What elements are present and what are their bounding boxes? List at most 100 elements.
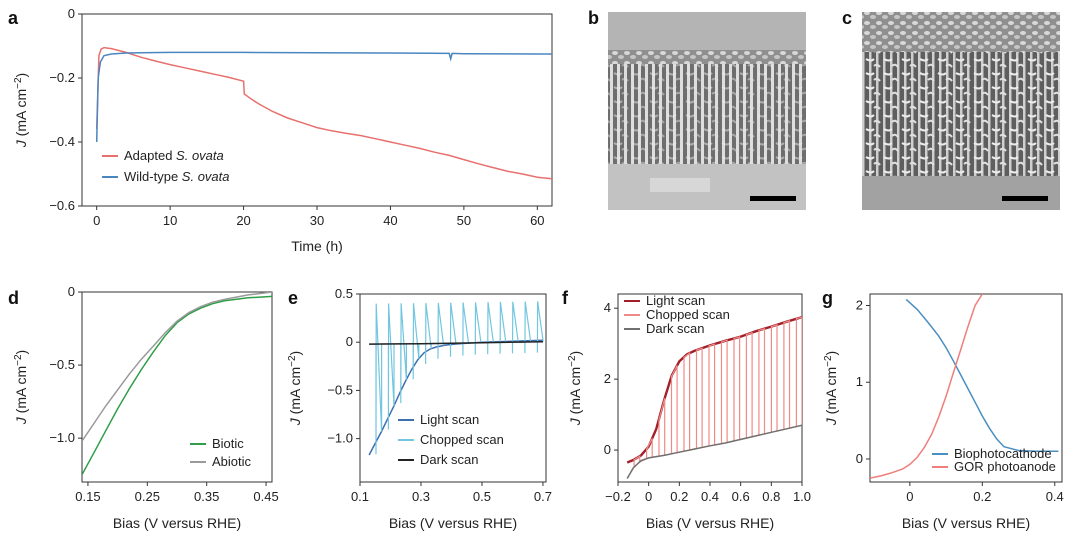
x-tick-label-a: 40 xyxy=(383,213,397,228)
y-tick-label-a: 0 xyxy=(68,6,75,21)
x-axis-label-d: Bias (V versus RHE) xyxy=(113,515,241,531)
legend-label-g: Biophotocathode xyxy=(954,446,1052,461)
y-tick-label-d: −0.5 xyxy=(49,357,75,372)
scale-bar-b xyxy=(750,196,796,201)
series-d-abiotic xyxy=(82,292,272,442)
x-axis-label-g: Bias (V versus RHE) xyxy=(902,515,1030,531)
legend-d: Biotic Abiotic xyxy=(190,436,252,469)
x-tick-label-d: 0.35 xyxy=(194,489,219,504)
x-tick-label-e: 0.7 xyxy=(534,489,552,504)
x-tick-label-a: 50 xyxy=(457,213,471,228)
series-g-gor-photoanode xyxy=(870,294,983,479)
sem-image-c xyxy=(862,12,1060,210)
y-tick-label-e: 0.5 xyxy=(335,286,353,301)
x-tick-label-g: 0.2 xyxy=(973,489,991,504)
y-axis-label-e: J (mA cm−2) xyxy=(287,351,304,426)
legend-a: Adapted S. ovata Wild-type S. ovata xyxy=(102,148,230,184)
y-tick-label-a: −0.6 xyxy=(49,198,75,213)
plot-frame-d xyxy=(81,291,273,483)
chart-e: 0.1 0.3 0.5 0.7 0.5 0 −0.5 −1.0 Bias (V versus R… xyxy=(287,286,552,531)
panel-letter-f: f xyxy=(562,288,569,308)
y-tick-label-f: 2 xyxy=(604,371,611,386)
y-tick-label-f: 0 xyxy=(604,442,611,457)
y-tick-label-e: 0 xyxy=(346,334,353,349)
y-tick-label-d: −1.0 xyxy=(49,430,75,445)
legend-label-f: Light scan xyxy=(646,293,705,308)
series-a-adapted- xyxy=(95,46,552,180)
series-group-d xyxy=(82,292,272,476)
x-tick-label-g: 0.4 xyxy=(1046,489,1064,504)
panel-letter-b: b xyxy=(588,8,599,28)
y-tick-label-g: 2 xyxy=(856,298,863,313)
y-axis-label-f: J (mA cm−2) xyxy=(567,351,584,426)
y-axis-label-d: J (mA cm−2) xyxy=(13,350,30,425)
chart-g: 0 0.2 0.4 0 1 2 Bias (V versus RHE) J (mA cm−2)… xyxy=(823,293,1064,531)
plot-frame-g xyxy=(869,293,1063,483)
y-tick-label-g: 0 xyxy=(856,451,863,466)
series-group-a xyxy=(95,46,552,180)
x-tick-label-g: 0 xyxy=(906,489,913,504)
x-axis-label-f: Bias (V versus RHE) xyxy=(646,515,774,531)
panel-letter-e: e xyxy=(288,288,298,308)
x-tick-label-a: 10 xyxy=(163,213,177,228)
x-tick-label-d: 0.15 xyxy=(75,489,100,504)
panel-letter-g: g xyxy=(822,288,833,308)
y-tick-label-a: −0.2 xyxy=(49,70,75,85)
x-tick-label-d: 0.25 xyxy=(135,489,160,504)
x-tick-label-f: 0.8 xyxy=(762,489,780,504)
chart-d: 0.15 0.25 0.35 0.45 0 −0.5 −1.0 Bias (V versus … xyxy=(13,284,279,531)
plot-frame-e xyxy=(359,293,547,483)
x-tick-label-e: 0.5 xyxy=(473,489,491,504)
x-tick-label-f: 0.4 xyxy=(701,489,719,504)
series-group-f xyxy=(626,315,802,479)
panel-letter-d: d xyxy=(8,288,19,308)
legend-label-f: Chopped scan xyxy=(646,307,730,322)
x-tick-label-f: 0.6 xyxy=(732,489,750,504)
x-tick-label-e: 0.3 xyxy=(412,489,430,504)
series-f-chopped-scan xyxy=(626,316,802,479)
x-axis-label-e: Bias (V versus RHE) xyxy=(389,515,517,531)
y-tick-label-f: 4 xyxy=(604,300,611,315)
x-tick-label-a: 0 xyxy=(93,213,100,228)
x-tick-label-e: 0.1 xyxy=(351,489,369,504)
x-tick-label-a: 30 xyxy=(310,213,324,228)
legend-label-a: Wild-type S. ovata xyxy=(124,169,230,184)
legend-label-e: Light scan xyxy=(420,412,479,427)
chart-f: −0.2 0 0.2 0.4 0.6 0.8 1.0 0 2 4 Bias (V versus RH… xyxy=(567,293,812,531)
x-tick-label-d: 0.45 xyxy=(253,489,278,504)
x-tick-label-f: 1.0 xyxy=(793,489,811,504)
y-tick-label-e: −1.0 xyxy=(327,431,353,446)
x-tick-label-f: −0.2 xyxy=(605,489,631,504)
series-g-biophotocathode xyxy=(905,298,1059,453)
series-a-wild-type- xyxy=(95,51,552,143)
x-tick-label-f: 0 xyxy=(645,489,652,504)
y-tick-label-g: 1 xyxy=(856,374,863,389)
series-f-dark-scan xyxy=(626,424,802,479)
chart-a: 0 10 20 30 40 50 60 0 −0.2 −0.4 −0.6 Time (h) J (mA … xyxy=(13,6,553,254)
x-tick-label-a: 20 xyxy=(236,213,250,228)
legend-label-g: GOR photoanode xyxy=(954,459,1056,474)
sem-image-b xyxy=(608,12,806,210)
series-group-g xyxy=(870,294,1059,479)
legend-label-e: Chopped scan xyxy=(420,432,504,447)
x-tick-label-f: 0.2 xyxy=(670,489,688,504)
series-d-biotic xyxy=(82,295,272,476)
series-group-e xyxy=(368,301,544,456)
legend-label-e: Dark scan xyxy=(420,452,479,467)
y-axis-label-g: J (mA cm−2) xyxy=(823,351,840,426)
scale-bar-c xyxy=(1002,196,1048,201)
x-axis-label-a: Time (h) xyxy=(291,238,343,254)
x-tick-label-a: 60 xyxy=(530,213,544,228)
y-tick-label-a: −0.4 xyxy=(49,134,75,149)
legend-e: Light scan Chopped scan Dark scan xyxy=(398,412,504,467)
series-e-dark-scan xyxy=(369,340,544,345)
legend-label-a: Adapted S. ovata xyxy=(124,148,224,163)
panel-letter-c: c xyxy=(842,8,852,28)
legend-label-f: Dark scan xyxy=(646,321,705,336)
panel-letter-a: a xyxy=(8,8,19,28)
legend-label-d: Biotic xyxy=(212,436,244,451)
y-tick-label-e: −0.5 xyxy=(327,382,353,397)
